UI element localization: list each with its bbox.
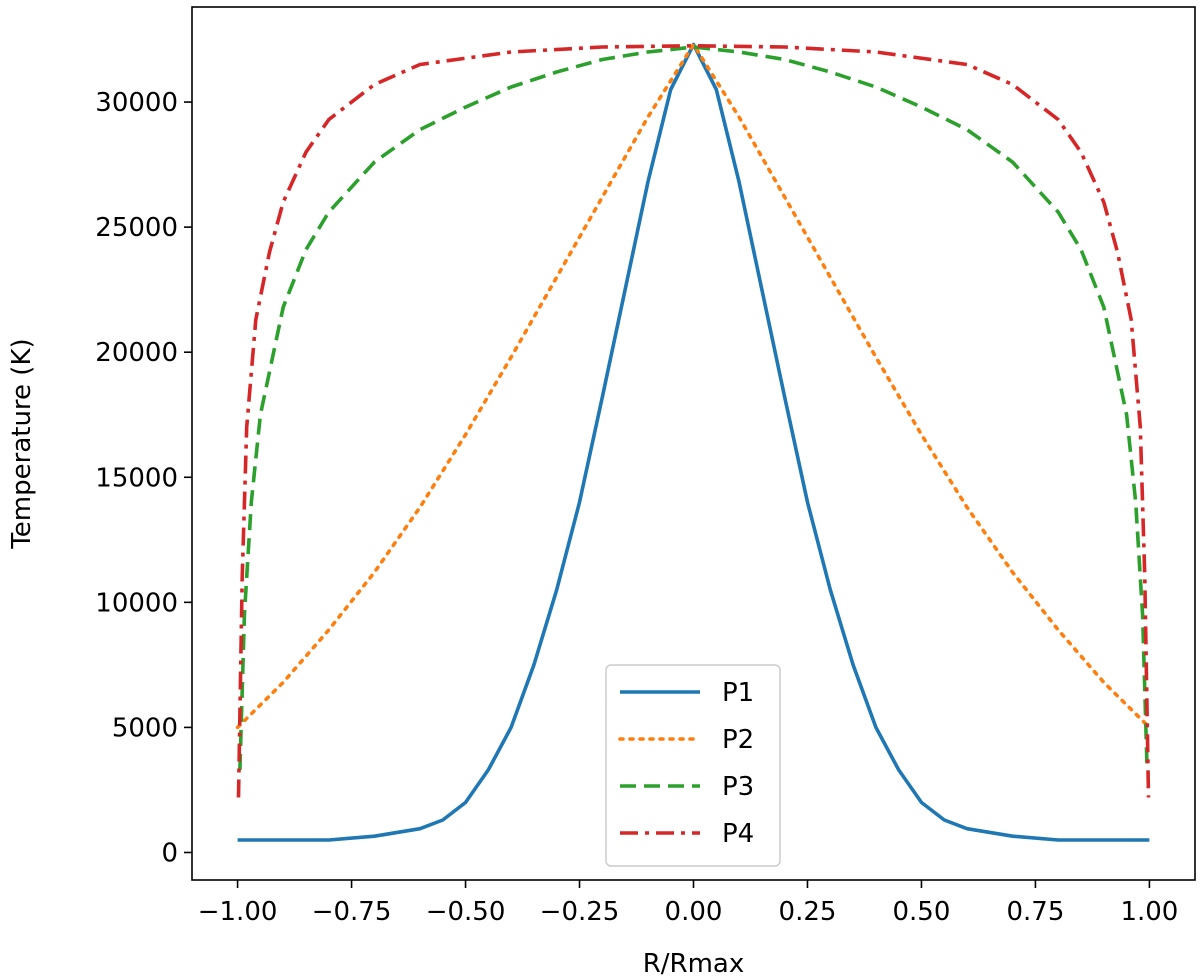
legend: P1 P2 P3 P4 xyxy=(605,664,781,867)
y-tick-label: 0 xyxy=(161,838,178,868)
x-tick-label: 0.00 xyxy=(665,897,723,927)
series-line-p4 xyxy=(236,44,1151,798)
y-tick-label: 30000 xyxy=(95,88,178,118)
y-tick-label: 25000 xyxy=(95,213,178,243)
y-tick-label: 10000 xyxy=(95,588,178,618)
legend-label-p3: P3 xyxy=(722,772,754,802)
x-axis-ticks: −1.00 −0.75 −0.50 −0.25 0.00 0.25 0.50 0.75 1.00 xyxy=(198,880,1178,927)
y-tick-label: 5000 xyxy=(112,713,178,743)
y-axis-ticks: 0 5000 10000 15000 20000 25000 30000 xyxy=(95,88,192,868)
y-axis-label: Temperature (K) xyxy=(7,338,37,549)
series-line-p3 xyxy=(238,45,1149,770)
y-tick-label: 20000 xyxy=(95,338,178,368)
y-tick-label: 15000 xyxy=(95,463,178,493)
legend-label-p2: P2 xyxy=(722,725,754,755)
series-line-p2 xyxy=(235,42,1152,730)
x-tick-label: 1.00 xyxy=(1120,897,1178,927)
legend-label-p4: P4 xyxy=(722,819,754,849)
x-tick-label: −0.50 xyxy=(426,897,506,927)
plot-lines-group xyxy=(235,42,1152,842)
x-tick-label: 0.25 xyxy=(779,897,837,927)
legend-label-p1: P1 xyxy=(722,678,754,708)
x-tick-label: −0.25 xyxy=(540,897,620,927)
x-tick-label: −1.00 xyxy=(198,897,278,927)
x-tick-label: 0.50 xyxy=(893,897,951,927)
x-tick-label: 0.75 xyxy=(1006,897,1064,927)
legend-box xyxy=(605,664,781,867)
x-axis-label: R/Rmax xyxy=(643,949,745,979)
x-tick-label: −0.75 xyxy=(312,897,392,927)
